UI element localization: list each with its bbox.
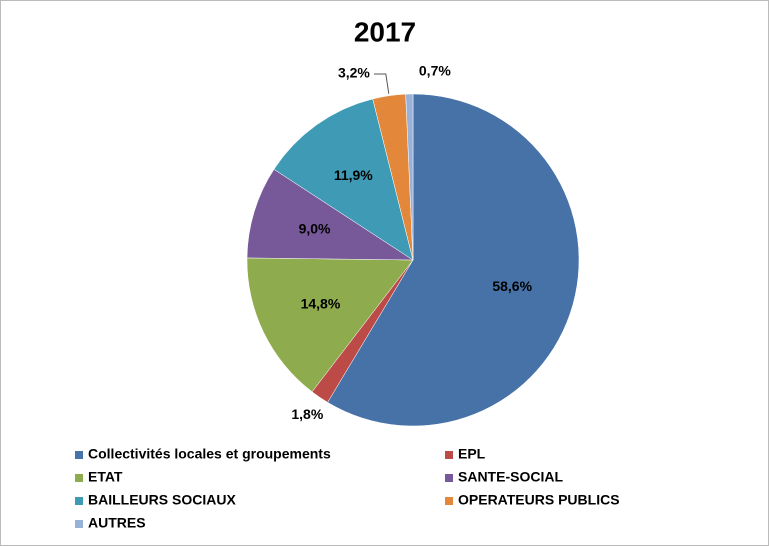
legend-label: EPL (458, 446, 486, 462)
legend-swatch (75, 520, 83, 528)
pie-slice (273, 98, 414, 261)
legend-label: Collectivités locales et groupements (88, 446, 331, 462)
data-label: 14,8% (301, 296, 341, 312)
pie-slice (327, 93, 580, 427)
data-label: 58,6% (492, 278, 532, 294)
legend-label: OPERATEURS PUBLICS (458, 492, 620, 508)
legend-swatch (445, 474, 453, 482)
data-label: 1,8% (291, 406, 323, 422)
pie-slice (405, 93, 414, 261)
pie-slice (246, 168, 414, 261)
legend-swatch (445, 497, 453, 505)
legend-label: ETAT (88, 469, 123, 485)
data-label: 9,0% (299, 221, 331, 237)
chart-title: 2017 (354, 16, 416, 47)
legend-label: BAILLEURS SOCIAUX (88, 492, 236, 508)
data-label: 3,2% (338, 65, 370, 81)
legend-swatch (75, 451, 83, 459)
pie-slice (246, 257, 414, 393)
legend-swatch (75, 474, 83, 482)
data-label: 0,7% (419, 63, 451, 79)
legend-label: AUTRES (88, 515, 146, 531)
legend-label: SANTE-SOCIAL (458, 469, 563, 485)
legend-swatch (75, 497, 83, 505)
data-label: 11,9% (334, 167, 373, 183)
legend-swatch (445, 451, 453, 459)
leader-line (373, 73, 390, 94)
